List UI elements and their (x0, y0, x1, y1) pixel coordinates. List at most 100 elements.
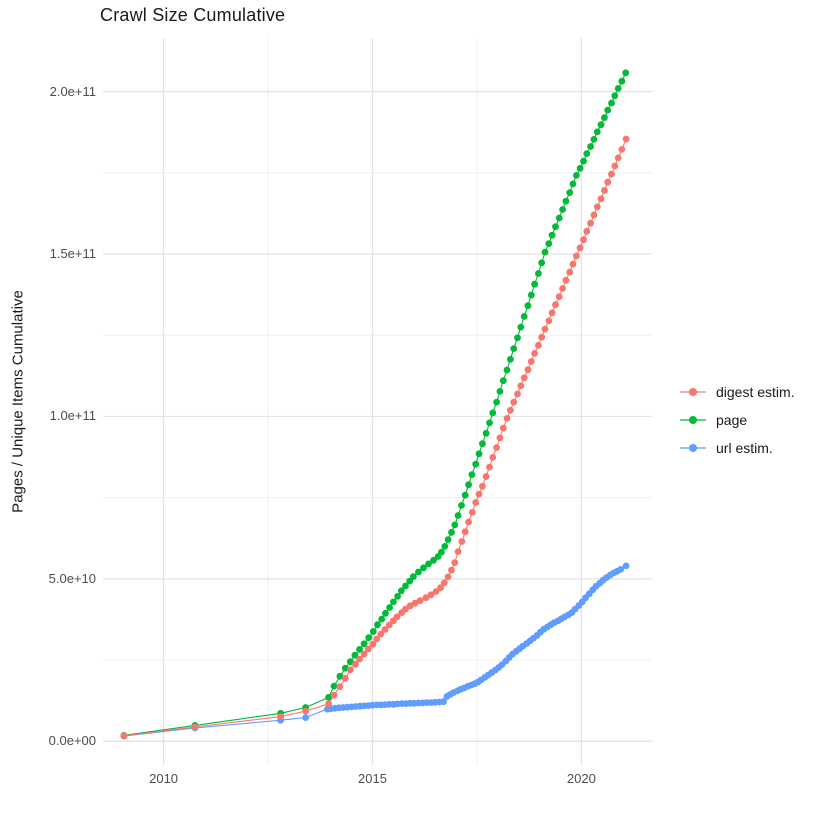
legend: digest estim. page url estim. (678, 378, 795, 462)
series-point-page (576, 164, 584, 172)
series-point-page (441, 543, 449, 550)
series-point-page (496, 388, 504, 395)
series-point-digest-estim- (493, 444, 500, 451)
series-point-page (520, 313, 528, 320)
series-point-digest-estim- (593, 203, 601, 211)
series-point-digest-estim- (356, 655, 363, 663)
series-point-page (369, 628, 377, 635)
series-point-page (479, 440, 486, 448)
series-point-digest-estim- (451, 559, 459, 566)
series-point-digest-estim- (520, 374, 528, 382)
series-point-page (406, 577, 414, 585)
series-point-digest-estim- (604, 178, 612, 186)
series-point-page (448, 529, 455, 536)
series-point-digest-estim- (597, 195, 605, 203)
series-point-page (351, 651, 359, 659)
series-point-digest-estim- (489, 454, 497, 461)
series-point-digest-estim- (486, 463, 493, 471)
legend-item: url estim. (678, 434, 795, 462)
series-point-digest-estim- (468, 508, 476, 516)
series-point-page (438, 548, 445, 556)
series-point-digest-estim- (552, 301, 559, 309)
series-point-digest-estim- (527, 358, 535, 365)
series-point-digest-estim- (325, 700, 332, 708)
series-point-digest-estim- (510, 398, 518, 406)
series-point-page (330, 682, 338, 690)
series-point-digest-estim- (566, 268, 574, 276)
series-point-digest-estim- (538, 333, 546, 341)
series-point-page (374, 621, 381, 629)
series-point-digest-estim- (416, 597, 424, 604)
series-point-digest-estim- (406, 602, 414, 610)
series-point-page (454, 512, 462, 519)
series-point-page (415, 568, 422, 576)
series-point-page (397, 587, 405, 595)
series-point-page (475, 450, 483, 458)
y-tick-label: 1.0e+11 (49, 408, 96, 424)
legend-item: page (678, 406, 795, 434)
x-tick-label: 2015 (358, 771, 387, 786)
series-point-digest-estim- (614, 154, 622, 162)
series-point-digest-estim- (444, 573, 452, 581)
series-point-digest-estim- (432, 588, 440, 595)
series-point-url-estim- (622, 562, 630, 570)
series-point-page (562, 197, 570, 205)
series-point-digest-estim- (507, 406, 514, 414)
series-point-digest-estim- (601, 187, 608, 194)
series-point-page (425, 560, 432, 568)
series-point-digest-estim- (465, 518, 472, 526)
series-point-page (566, 189, 574, 197)
series-point-digest-estim- (341, 674, 349, 682)
series-point-digest-estim- (622, 135, 630, 143)
legend-key-icon (680, 416, 706, 424)
series-point-page (360, 640, 368, 648)
series-point-digest-estim- (531, 350, 538, 357)
series-point-digest-estim- (385, 621, 393, 629)
x-tick-label: 2020 (566, 771, 596, 786)
series-point-digest-estim- (583, 227, 591, 235)
series-point-page (394, 593, 401, 600)
series-point-page (382, 609, 389, 617)
series-point-page (531, 280, 538, 288)
series-point-page (489, 409, 497, 417)
series-point-url-estim- (440, 698, 447, 706)
series-point-digest-estim- (369, 640, 377, 648)
series-point-digest-estim- (364, 645, 372, 653)
series-point-page (493, 398, 500, 406)
series-point-digest-estim- (576, 244, 584, 252)
series-point-page (552, 223, 559, 231)
series-point-digest-estim- (499, 424, 507, 432)
series-point-digest-estim- (524, 366, 532, 374)
series-point-page (604, 106, 612, 114)
series-point-page (622, 69, 630, 77)
series-point-page (555, 214, 563, 222)
series-point-page (587, 143, 594, 150)
series-point-page (545, 240, 553, 248)
series-point-page (593, 128, 601, 136)
legend-label: url estim. (716, 440, 773, 456)
series-point-digest-estim- (580, 236, 587, 244)
legend-item: digest estim. (678, 378, 795, 406)
series-point-page (608, 99, 615, 107)
series-point-page (541, 248, 549, 256)
series-point-page (378, 615, 386, 623)
series-point-digest-estim- (608, 170, 615, 178)
series-point-page (346, 658, 354, 666)
y-axis-title: Pages / Unique Items Cumulative (9, 290, 27, 513)
series-point-page (580, 157, 587, 165)
series-point-digest-estim- (346, 666, 354, 674)
series-point-page (538, 259, 546, 267)
series-point-digest-estim- (393, 613, 401, 621)
legend-label: digest estim. (716, 384, 795, 400)
series-point-page (583, 150, 591, 158)
series-point-page (430, 556, 437, 564)
series-point-digest-estim- (535, 341, 542, 349)
series-point-page (559, 206, 566, 213)
series-point-digest-estim- (440, 579, 448, 587)
x-tick-label: 2010 (149, 771, 179, 786)
series-point-page (482, 429, 490, 437)
series-point-page (590, 136, 598, 143)
legend-label: page (716, 412, 748, 428)
series-point-digest-estim- (352, 660, 359, 668)
series-point-digest-estim- (458, 538, 466, 545)
